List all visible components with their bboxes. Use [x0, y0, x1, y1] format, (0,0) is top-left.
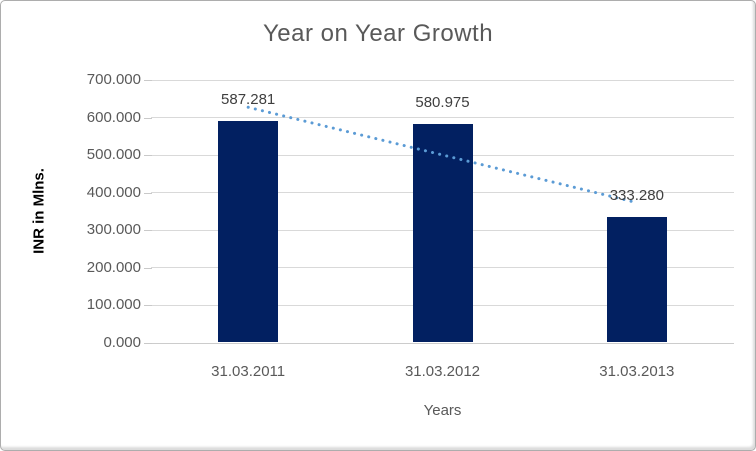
y-axis-tick-label: 600.000 [86, 108, 141, 126]
x-axis-category-label: 31.03.2013 [599, 363, 675, 380]
y-axis-tick-label: 500.000 [86, 146, 141, 164]
y-axis-tick-mark [144, 117, 152, 119]
bar [218, 121, 279, 342]
bar [606, 216, 667, 342]
plot-area: 587.281 580.975 333.280 [151, 79, 734, 344]
x-axis-title: Years [423, 402, 462, 419]
bar-data-label: 587.281 [221, 91, 276, 109]
x-axis-line [151, 342, 734, 344]
y-axis-tick-mark [144, 155, 152, 157]
gridline [151, 79, 734, 81]
x-axis-category-label: 31.03.2011 [211, 363, 286, 380]
y-axis-tick-mark [144, 343, 152, 344]
y-axis-tick-label: 400.000 [86, 183, 141, 201]
bar-data-label: 333.280 [609, 186, 664, 204]
gridline [151, 117, 734, 119]
y-axis-tick-label: 0.000 [103, 334, 141, 351]
y-axis-tick-mark [144, 305, 152, 307]
y-axis-tick-mark [144, 80, 152, 81]
trendline [246, 105, 639, 205]
bar-data-label: 580.975 [415, 93, 470, 111]
y-axis-tick-mark [144, 230, 152, 232]
y-axis-tick-label: 200.000 [86, 258, 141, 276]
x-axis-category-label: 31.03.2012 [404, 363, 481, 380]
bar [412, 123, 473, 342]
y-axis-tick-label: 100.000 [86, 296, 141, 314]
chart-title: Year on Year Growth [262, 20, 494, 47]
y-axis-tick-label: 300.000 [86, 221, 141, 239]
y-axis-tick-mark [144, 267, 152, 269]
y-axis-title: INR in Mlns. [30, 168, 48, 254]
y-axis-tick-mark [144, 192, 152, 194]
y-axis-tick-label: 700.000 [86, 71, 141, 88]
